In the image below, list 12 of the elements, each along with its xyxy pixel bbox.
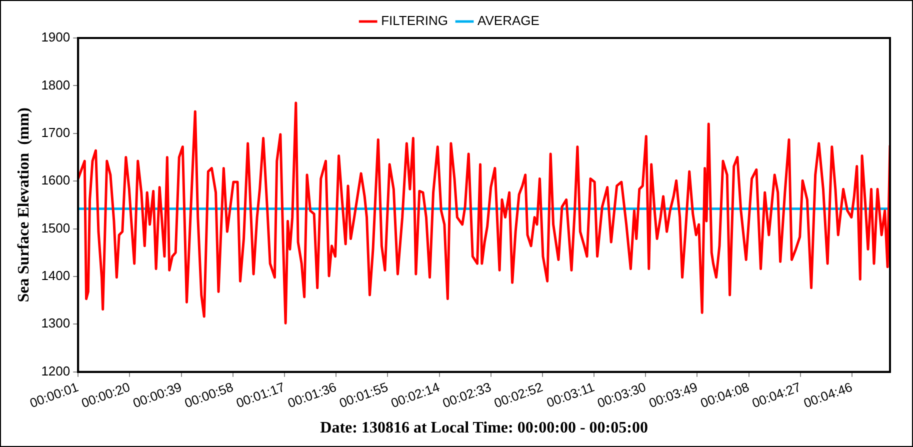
x-axis-title: Date: 130816 at Local Time: 00:00:00 - 00:05:00 (320, 420, 648, 437)
y-tick-label: 1700 (41, 124, 70, 140)
y-tick-label: 1800 (41, 77, 70, 92)
y-tick-label: 1500 (41, 220, 70, 236)
y-tick-label: 1400 (41, 268, 70, 284)
y-tick-label: 1200 (41, 363, 70, 378)
y-tick-label: 1300 (41, 316, 70, 331)
legend-label: AVERAGE (478, 13, 540, 28)
legend-label: FILTERING (381, 13, 448, 28)
y-tick-label: 1600 (41, 172, 70, 188)
y-axis-title: Sea Surface Elevation (mm) (16, 108, 33, 302)
y-tick-label: 1900 (41, 30, 70, 45)
